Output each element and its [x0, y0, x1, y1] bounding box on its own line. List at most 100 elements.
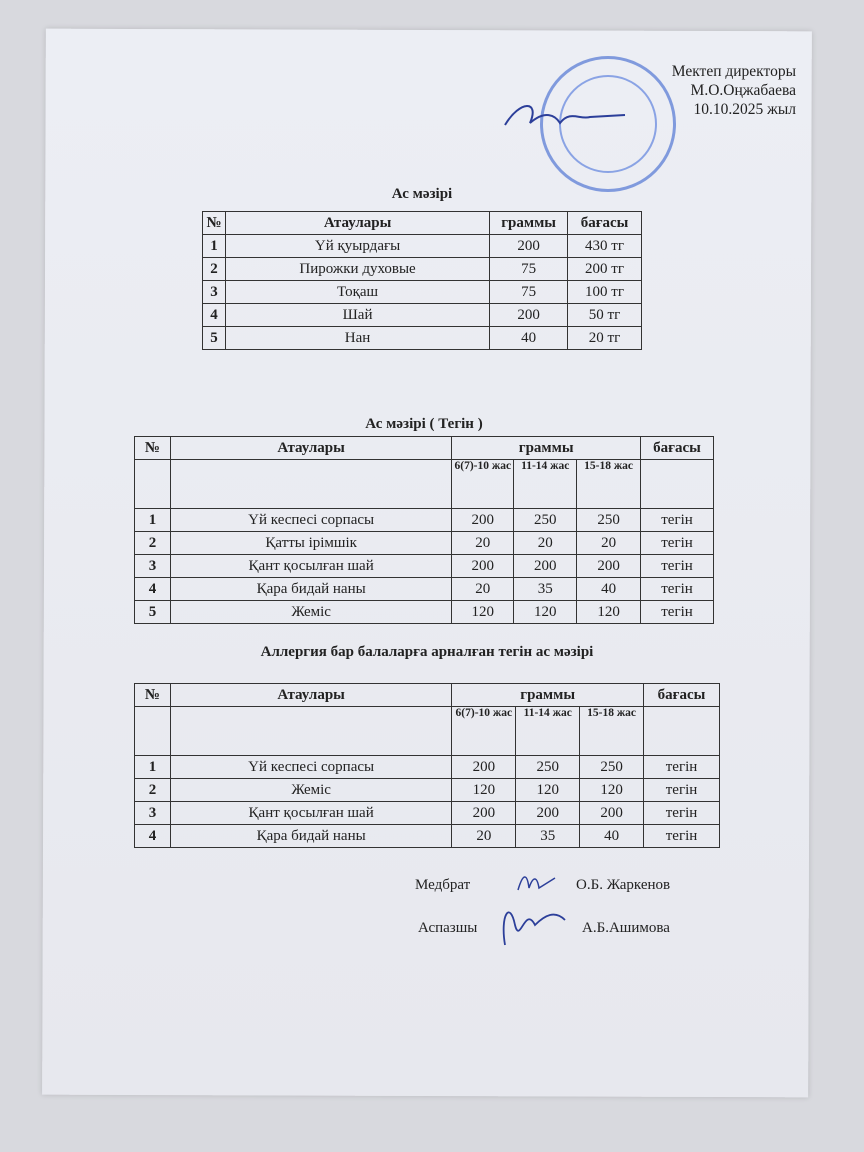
table-cell: 40 — [489, 326, 569, 350]
table-cell: Қара бидай наны — [169, 577, 453, 601]
cook-name: А.Б.Ашимова — [582, 920, 670, 936]
cook-role: Аспазшы — [418, 920, 478, 936]
table-cell: 2 — [134, 778, 171, 802]
table-row: 1 Үй кеспесі сорпасы 200 250 250 тегін — [134, 755, 720, 779]
table-cell: 120 — [513, 600, 578, 624]
table-row: 2 Қатты ірімшік 20 20 20 тегін — [134, 531, 714, 555]
table-cell: 3 — [134, 801, 171, 825]
empty-cell — [134, 459, 171, 509]
table-cell: Үй қуырдағы — [224, 234, 491, 258]
table-cell: 200 — [576, 554, 642, 578]
table-row: 4 Қара бидай наны 20 35 40 тегін — [134, 824, 720, 848]
table-cell: тегін — [640, 577, 714, 601]
menu1-table: № Атаулары граммы бағасы 1 Үй қуырдағы 200 430 … — [202, 211, 642, 350]
table-cell: 20 — [451, 824, 517, 848]
director-title: Мектеп директоры — [671, 63, 796, 80]
table-row: 2 Жеміс 120 120 120 тегін — [134, 778, 720, 802]
table-cell: 200 — [451, 755, 517, 779]
table-cell: 20 — [451, 531, 515, 555]
age-group-header: 11-14 жас — [515, 706, 581, 756]
table-cell: 250 — [576, 508, 642, 532]
table-cell: Жеміс — [169, 600, 453, 624]
empty-cell — [643, 706, 720, 756]
table-cell: Жеміс — [169, 778, 453, 802]
table-row: 4 Қара бидай наны 20 35 40 тегін — [134, 577, 714, 601]
table-row: 2 Пирожки духовые 75 200 тг — [202, 257, 642, 281]
age-group-header: 15-18 жас — [579, 706, 645, 756]
table-cell: тегін — [643, 801, 720, 825]
table-cell: 200 — [451, 554, 515, 578]
table-cell: Қант қосылған шай — [169, 554, 453, 578]
age-group-header: 15-18 жас — [576, 459, 642, 509]
column-header: № — [134, 683, 171, 707]
table-cell: 1 — [134, 755, 171, 779]
age-group-header: 6(7)-10 жас — [451, 459, 515, 509]
director-signature — [504, 105, 626, 126]
table-cell: 200 тг — [567, 257, 642, 281]
table-cell: 120 — [451, 778, 517, 802]
table-cell: 1 — [202, 234, 226, 258]
table-cell: тегін — [640, 508, 714, 532]
table-cell: 2 — [134, 531, 171, 555]
table-cell: 200 — [579, 801, 645, 825]
age-group-header: 6(7)-10 жас — [451, 706, 517, 756]
table-cell: 5 — [202, 326, 226, 350]
table-cell: Үй кеспесі сорпасы — [169, 508, 453, 532]
table-cell: 430 тг — [567, 234, 642, 258]
cook-signature — [502, 911, 566, 946]
table-cell: Тоқаш — [224, 280, 491, 304]
table-cell: 20 тг — [567, 326, 642, 350]
column-header: Атаулары — [169, 436, 453, 460]
table-cell: Пирожки духовые — [224, 257, 491, 281]
column-header: бағасы — [643, 683, 720, 707]
empty-cell — [640, 459, 714, 509]
menu2-table: № Атаулары граммы бағасы 6(7)-10 жас 11-14 жа… — [134, 436, 714, 624]
table-cell: тегін — [640, 531, 714, 555]
column-header: граммы — [451, 436, 642, 460]
table-cell: Қант қосылған шай — [169, 801, 453, 825]
table-cell: 35 — [515, 824, 581, 848]
table-row: 5 Нан 40 20 тг — [202, 326, 642, 350]
column-header: № — [134, 436, 171, 460]
table-cell: 120 — [515, 778, 581, 802]
column-header: бағасы — [567, 211, 642, 235]
menu2-title: Ас мәзірі ( Тегін ) — [365, 416, 483, 432]
table-cell: 40 — [576, 577, 642, 601]
table-cell: Қатты ірімшік — [169, 531, 453, 555]
table-cell: 35 — [513, 577, 578, 601]
table-cell: тегін — [640, 600, 714, 624]
approval-date: 10.10.2025 жыл — [693, 101, 796, 118]
nurse-role: Медбрат — [415, 877, 471, 893]
table-cell: 20 — [576, 531, 642, 555]
table-row: 4 Шай 200 50 тг — [202, 303, 642, 327]
table-row: 1 Үй кеспесі сорпасы 200 250 250 тегін — [134, 508, 714, 532]
table-cell: 200 — [513, 554, 578, 578]
table-cell: 120 — [579, 778, 645, 802]
table-row: 5 Жеміс 120 120 120 тегін — [134, 600, 714, 624]
table-cell: 50 тг — [567, 303, 642, 327]
director-name: М.О.Оңжабаева — [690, 82, 796, 99]
table-cell: тегін — [643, 824, 720, 848]
table-cell: 20 — [451, 577, 515, 601]
table-cell: 4 — [134, 824, 171, 848]
column-header: бағасы — [640, 436, 714, 460]
table-cell: 200 — [451, 508, 515, 532]
table-cell: 250 — [513, 508, 578, 532]
menu1-title: Ас мәзірі — [391, 186, 453, 202]
table-cell: 40 — [579, 824, 645, 848]
approval-block: Мектеп директоры М.О.Оңжабаева 10.10.202… — [672, 62, 796, 119]
column-header: Атаулары — [224, 211, 491, 235]
column-header: граммы — [489, 211, 569, 235]
table-cell: 20 — [513, 531, 578, 555]
table-cell: Шай — [224, 303, 491, 327]
table-cell: 250 — [579, 755, 645, 779]
table-cell: 3 — [202, 280, 226, 304]
table-cell: 4 — [202, 303, 226, 327]
table-cell: 2 — [202, 257, 226, 281]
table-cell: 200 — [515, 801, 581, 825]
table-cell: 3 — [134, 554, 171, 578]
table-cell: Қара бидай наны — [169, 824, 453, 848]
empty-cell — [169, 459, 453, 509]
table-cell: Үй кеспесі сорпасы — [169, 755, 453, 779]
column-header: Атаулары — [169, 683, 453, 707]
